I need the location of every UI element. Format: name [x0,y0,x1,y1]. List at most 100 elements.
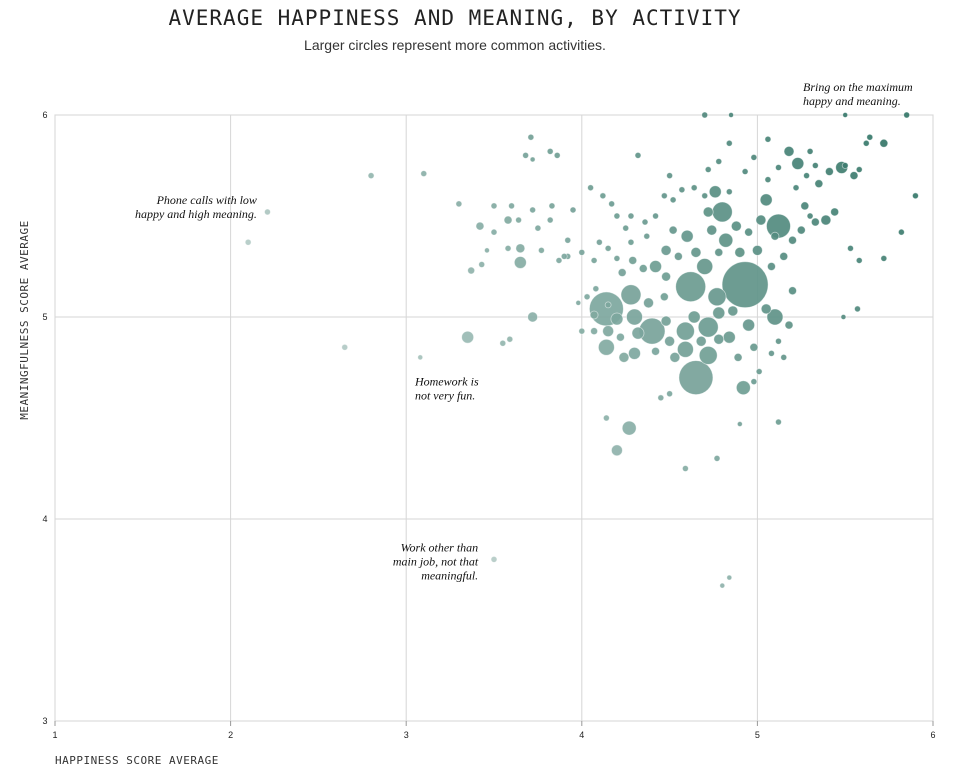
activity-point[interactable] [715,158,723,165]
activity-point[interactable] [455,200,463,208]
activity-point[interactable] [702,206,714,218]
activity-point[interactable] [742,318,756,332]
activity-point[interactable] [620,284,642,306]
activity-point[interactable] [613,212,621,220]
activity-point[interactable] [854,305,861,313]
activity-point[interactable] [659,292,669,302]
activity-point[interactable] [760,303,772,315]
activity-point[interactable] [341,343,349,351]
activity-point[interactable] [555,257,563,264]
activity-point[interactable] [912,192,919,200]
activity-point[interactable] [590,327,598,336]
activity-point[interactable] [783,145,795,157]
activity-point[interactable] [515,243,526,254]
activity-point[interactable] [490,556,498,563]
activity-point[interactable] [499,339,507,347]
activity-point[interactable] [706,224,718,236]
activity-point[interactable] [578,248,586,256]
activity-point[interactable] [806,212,814,220]
activity-point[interactable] [784,320,794,330]
activity-point[interactable] [504,244,512,252]
activity-point[interactable] [728,112,734,118]
activity-point[interactable] [660,192,668,200]
activity-point[interactable] [631,326,645,340]
activity-point[interactable] [841,162,849,169]
activity-point[interactable] [508,202,515,210]
activity-point[interactable] [599,192,607,200]
activity-point[interactable] [768,349,775,357]
activity-point[interactable] [602,325,615,338]
activity-point[interactable] [661,271,671,282]
activity-point[interactable] [627,212,635,220]
activity-point[interactable] [814,179,824,189]
activity-point[interactable] [711,201,733,223]
activity-point[interactable] [725,139,733,147]
activity-point[interactable] [506,335,514,343]
activity-point[interactable] [417,354,424,361]
activity-point[interactable] [610,312,624,326]
activity-point[interactable] [862,139,870,147]
activity-point[interactable] [616,332,625,342]
activity-point[interactable] [467,266,476,275]
activity-point[interactable] [820,214,832,226]
activity-point[interactable] [475,221,485,231]
activity-point[interactable] [718,232,734,248]
activity-point[interactable] [897,228,905,236]
activity-point[interactable] [668,225,678,235]
activity-point[interactable] [490,202,498,210]
activity-point[interactable] [638,264,648,273]
activity-point[interactable] [707,287,727,307]
activity-point[interactable] [696,258,714,275]
activity-point[interactable] [788,286,797,296]
activity-point[interactable] [534,224,542,232]
activity-point[interactable] [618,351,630,363]
activity-point[interactable] [744,227,754,237]
activity-point[interactable] [734,246,746,258]
activity-point[interactable] [792,184,800,192]
activity-point[interactable] [628,346,641,360]
activity-point[interactable] [546,147,554,155]
activity-point[interactable] [643,232,651,240]
activity-point[interactable] [484,247,490,254]
activity-point[interactable] [730,220,742,232]
activity-point[interactable] [513,256,527,269]
activity-point[interactable] [634,151,642,159]
activity-point[interactable] [695,335,707,347]
activity-point[interactable] [733,352,743,362]
activity-point[interactable] [903,111,911,119]
activity-point[interactable] [641,218,649,226]
activity-point[interactable] [866,133,874,141]
activity-point[interactable] [714,247,724,257]
activity-point[interactable] [719,582,726,589]
activity-point[interactable] [770,231,780,241]
activity-point[interactable] [621,420,637,436]
activity-point[interactable] [678,186,686,194]
activity-point[interactable] [847,244,854,252]
activity-point[interactable] [527,311,539,323]
activity-point[interactable] [849,171,859,181]
activity-point[interactable] [830,207,840,217]
activity-point[interactable] [627,238,635,246]
activity-point[interactable] [755,214,767,226]
activity-point[interactable] [796,225,806,235]
activity-point[interactable] [602,414,610,422]
activity-point[interactable] [780,353,788,361]
activity-point[interactable] [752,244,763,256]
activity-point[interactable] [810,217,820,227]
activity-point[interactable] [597,338,615,356]
activity-point[interactable] [503,215,513,225]
activity-point[interactable] [708,185,722,199]
activity-point[interactable] [759,193,773,207]
activity-point[interactable] [755,368,763,375]
activity-point[interactable] [529,206,537,214]
activity-point[interactable] [775,164,782,171]
activity-point[interactable] [669,196,677,204]
activity-point[interactable] [704,166,712,173]
activity-point[interactable] [669,351,681,363]
activity-point[interactable] [775,337,782,345]
activity-point[interactable] [592,285,600,293]
activity-point[interactable] [767,262,776,271]
activity-point[interactable] [779,251,789,261]
activity-point[interactable] [652,212,659,220]
activity-point[interactable] [803,172,810,180]
